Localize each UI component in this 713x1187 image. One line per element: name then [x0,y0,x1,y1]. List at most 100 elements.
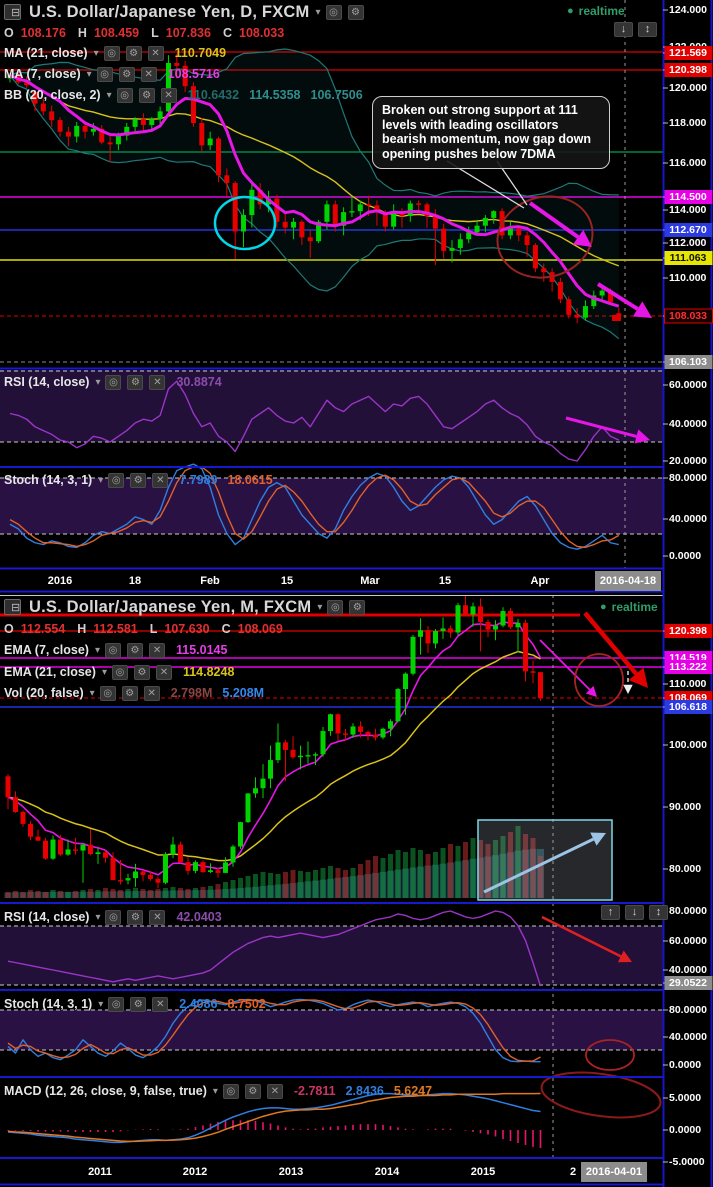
close-icon[interactable]: ✕ [140,66,157,82]
chevron-down-icon[interactable]: ▾ [94,644,101,656]
svg-text:80.0000: 80.0000 [669,472,707,484]
close-icon[interactable]: ✕ [155,664,172,680]
chevron-down-icon[interactable]: ▾ [89,687,95,699]
close-icon[interactable]: ✕ [266,1083,283,1099]
svg-text:60.0000: 60.0000 [669,379,707,391]
realtime-label: realtime [611,600,658,614]
chevron-down-icon[interactable]: ▾ [101,666,107,678]
macd-signal-value: 5.6247 [393,1084,433,1098]
svg-text:2011: 2011 [88,1166,112,1178]
indicator-row-macd: MACD (12, 26, close, 9, false, true) ▾ ◎… [4,1083,433,1099]
svg-text:Mar: Mar [360,575,380,587]
eye-icon[interactable]: ◎ [96,66,113,82]
arrow-updown-icon[interactable]: ↕ [649,905,668,920]
svg-text:100.000: 100.000 [669,739,707,751]
eye-icon[interactable]: ◎ [108,472,125,488]
svg-text:114.000: 114.000 [669,204,707,216]
eye-icon[interactable]: ◎ [327,599,344,615]
eye-icon[interactable]: ◎ [105,642,122,658]
arrow-down-icon[interactable]: ↓ [614,22,633,37]
close-icon[interactable]: ✕ [149,374,166,390]
svg-text:80.0000: 80.0000 [669,1004,707,1016]
eye-icon[interactable]: ◎ [116,87,133,103]
gear-icon[interactable]: ⚙ [130,472,147,488]
close-icon[interactable]: ✕ [160,87,177,103]
gear-icon[interactable]: ⚙ [138,87,155,103]
chevron-down-icon[interactable]: ▾ [315,6,321,18]
daily-chart-canvas[interactable]: 124.000122.000120.000118.000116.000114.0… [0,0,713,595]
gear-icon[interactable]: ⚙ [121,685,138,701]
gear-icon[interactable]: ⚙ [133,664,150,680]
close-icon[interactable]: ✕ [147,45,164,61]
gear-icon[interactable]: ⚙ [244,1083,261,1099]
close-value: 108.033 [239,26,285,40]
svg-text:108.033: 108.033 [669,310,707,322]
gear-icon[interactable]: ⚙ [349,599,366,615]
chevron-down-icon[interactable]: ▾ [98,474,104,486]
arrow-updown-icon[interactable]: ↕ [638,22,657,37]
chevron-down-icon[interactable]: ▾ [98,998,104,1010]
indicator-row-ema21: EMA (21, close) ▾ ◎ ⚙ ✕ 114.8248 [4,664,235,680]
realtime-status: ● realtime [567,4,625,18]
eye-icon[interactable]: ◎ [105,374,122,390]
indicator-row-ma21: MA (21, close) ▾ ◎ ⚙ ✕ 110.7049 [4,45,227,61]
gear-icon[interactable]: ⚙ [127,909,144,925]
svg-text:0.0000: 0.0000 [669,1124,701,1136]
eye-icon[interactable]: ◎ [103,45,120,61]
svg-text:40.0000: 40.0000 [669,964,707,976]
indicator-row-bb: BB (20, close, 2) ▾ ◎ ⚙ ✕ 110.6432 114.5… [4,87,363,103]
arrow-up-icon[interactable]: ↑ [601,905,620,920]
low-value: 107.630 [164,622,210,636]
close-icon[interactable]: ✕ [149,909,166,925]
chevron-down-icon[interactable]: ▾ [95,376,101,388]
eye-icon[interactable]: ◎ [222,1083,239,1099]
annotation-callout[interactable]: Broken out strong support at 111 levels … [372,96,610,169]
daily-chart-section: 124.000122.000120.000118.000116.000114.0… [0,0,713,595]
eye-icon[interactable]: ◎ [105,909,122,925]
chevron-down-icon[interactable]: ▾ [93,47,99,59]
arrow-down-icon[interactable]: ↓ [625,905,644,920]
monthly-chart-canvas[interactable]: 110.000100.00090.00080.000120.398114.519… [0,595,713,1187]
gear-icon[interactable]: ⚙ [127,642,144,658]
svg-text:2016: 2016 [48,575,72,587]
gear-icon[interactable]: ⚙ [347,4,364,20]
gear-icon[interactable]: ⚙ [125,45,142,61]
chevron-down-icon[interactable]: ▾ [86,68,92,80]
gear-icon[interactable]: ⚙ [130,996,147,1012]
realtime-status: ● realtime [600,600,658,614]
window-collapse-icon[interactable]: ⊟ [4,599,21,615]
chevron-down-icon[interactable]: ▾ [212,1085,218,1097]
svg-text:2016-04-18: 2016-04-18 [600,575,656,587]
svg-text:40.0000: 40.0000 [669,418,707,430]
gear-icon[interactable]: ⚙ [118,66,135,82]
window-collapse-icon[interactable]: ⊟ [4,4,21,20]
eye-icon[interactable]: ◎ [325,4,342,20]
close-icon[interactable]: ✕ [143,685,160,701]
close-icon[interactable]: ✕ [152,472,169,488]
svg-text:2016-04-01: 2016-04-01 [586,1166,642,1178]
svg-text:106.618: 106.618 [669,701,707,713]
indicator-row-stoch-monthly: Stoch (14, 3, 1) ▾ ◎ ⚙ ✕ 2.4086 8.7502 [4,996,266,1012]
svg-text:80.0000: 80.0000 [669,905,707,917]
eye-icon[interactable]: ◎ [108,996,125,1012]
eye-icon[interactable]: ◎ [111,664,128,680]
svg-text:110.000: 110.000 [669,272,707,284]
close-icon[interactable]: ✕ [149,642,166,658]
daily-chart-header: ⊟ U.S. Dollar/Japanese Yen, D, FXCM ▾ ◎ … [4,3,365,21]
close-icon[interactable]: ✕ [152,996,169,1012]
eye-icon[interactable]: ◎ [99,685,116,701]
gear-icon[interactable]: ⚙ [127,374,144,390]
svg-text:0.0000: 0.0000 [669,550,701,562]
indicator-row-ema7: EMA (7, close) ▾ ◎ ⚙ ✕ 115.0145 [4,642,228,658]
bb-lower-value: 106.7506 [310,88,363,102]
svg-text:111.063: 111.063 [670,252,707,264]
chevron-down-icon[interactable]: ▾ [317,601,323,613]
realtime-label: realtime [578,4,625,18]
chevron-down-icon[interactable]: ▾ [95,911,101,923]
svg-text:80.000: 80.000 [669,863,701,875]
svg-text:Apr: Apr [531,575,551,587]
svg-text:110.000: 110.000 [669,678,707,690]
chevron-down-icon[interactable]: ▾ [106,89,112,101]
svg-text:29.0522: 29.0522 [669,977,707,989]
ma21-value: 110.7049 [174,46,227,60]
